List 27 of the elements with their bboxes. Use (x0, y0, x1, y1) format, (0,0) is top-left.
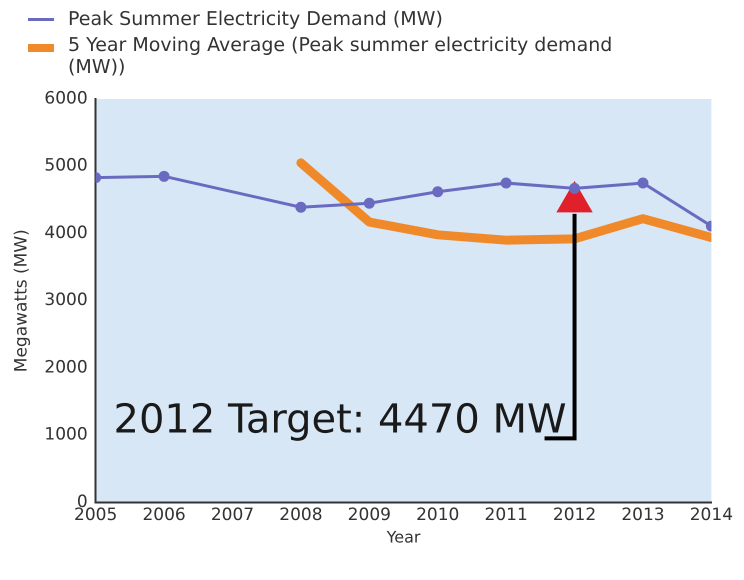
point (158, 170, 170, 182)
x-tick-label: 2013 (621, 505, 665, 526)
x-tick-label: 2006 (142, 505, 186, 526)
x-tick-label: 2007 (210, 505, 254, 526)
x-tick-label: 2011 (484, 505, 528, 526)
y-tick-label: 1000 (44, 424, 88, 445)
x-tick-label: 2009 (348, 505, 391, 526)
y-tick-label: 6000 (44, 88, 88, 108)
x-tick-label: 2010 (416, 505, 460, 526)
point (295, 202, 306, 213)
point (500, 178, 512, 189)
y-tick-label: 5000 (44, 156, 88, 176)
y-axis-title: Megawatts (MW) (12, 229, 32, 372)
x-tick-label: 2012 (552, 505, 596, 526)
y-tick-label: 2000 (44, 357, 88, 378)
point (432, 186, 444, 198)
x-tick-label: 2008 (279, 505, 323, 526)
point (569, 182, 580, 194)
legend-label: 5 Year Moving Average (Peak summer electricity demand (MW)) (68, 34, 614, 78)
x-tick-label: 2014 (690, 505, 733, 526)
point (637, 178, 648, 189)
annotation: 2012 Target: 4470 MW (114, 396, 567, 442)
y-tick-label: 4000 (44, 222, 88, 243)
y-tick-label: 3000 (44, 290, 88, 310)
legend-label: Peak Summer Electricity Demand (MW) (68, 8, 443, 30)
x-axis-title: Year (386, 528, 421, 547)
point (364, 198, 375, 209)
